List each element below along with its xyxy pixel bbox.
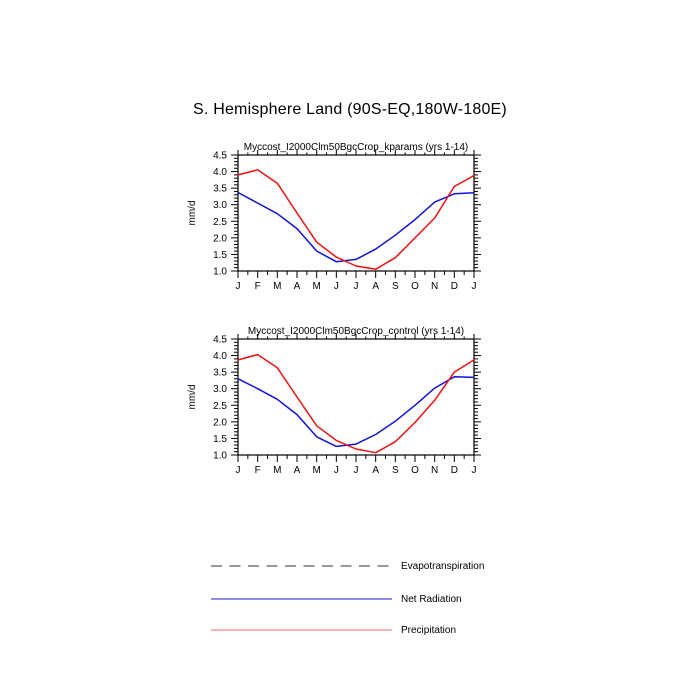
- x-tick-label: J: [472, 465, 477, 476]
- y-axis-label: mm/d: [187, 201, 198, 226]
- evapotranspiration-dashed-line-swatch: [211, 565, 392, 567]
- net-radiation-line-swatch: [211, 598, 392, 600]
- y-tick-label: 4.5: [213, 335, 227, 346]
- x-tick-label: S: [392, 465, 399, 476]
- series-line-net-radiation: [237, 376, 475, 448]
- y-tick-label: 2.5: [213, 401, 227, 412]
- series-line-precipitation: [237, 353, 475, 454]
- x-tick-label: D: [451, 465, 458, 476]
- x-tick-label: A: [294, 281, 301, 292]
- chart-title: Myccost_I2000Clm50BgcCrop_kparams (yrs 1…: [244, 142, 469, 153]
- chart-kparams: Myccost_I2000Clm50BgcCrop_kparams (yrs 1…: [187, 142, 481, 292]
- y-tick-label: 4.5: [213, 151, 227, 162]
- y-tick-label: 3.5: [213, 184, 227, 195]
- y-tick-label: 1.0: [213, 451, 227, 462]
- y-tick-label: 4.0: [213, 167, 227, 178]
- legend-label-evapotranspiration: Evapotranspiration: [401, 560, 485, 572]
- legend-item-evapotranspiration: Evapotranspiration: [211, 559, 484, 573]
- x-tick-label: S: [392, 281, 399, 292]
- x-tick-label: M: [312, 281, 320, 292]
- x-tick-label: F: [255, 465, 261, 476]
- x-tick-label: O: [411, 465, 419, 476]
- x-tick-label: M: [273, 465, 281, 476]
- x-tick-label: J: [236, 281, 241, 292]
- chart-title: Myccost_I2000Clm50BgcCrop_control (yrs 1…: [248, 326, 464, 337]
- figure-title: S. Hemisphere Land (90S-EQ,180W-180E): [193, 101, 507, 118]
- y-tick-label: 3.0: [213, 200, 227, 211]
- x-tick-label: J: [354, 281, 359, 292]
- y-tick-label: 4.0: [213, 351, 227, 362]
- x-tick-label: N: [431, 281, 438, 292]
- y-tick-label: 1.0: [213, 267, 227, 278]
- y-axis-label: mm/d: [187, 385, 198, 410]
- x-tick-label: J: [354, 465, 359, 476]
- series-line-precipitation: [237, 169, 475, 271]
- x-tick-label: M: [273, 281, 281, 292]
- x-tick-label: M: [312, 465, 320, 476]
- y-tick-label: 3.0: [213, 384, 227, 395]
- precipitation-line-swatch: [211, 629, 392, 631]
- x-tick-label: J: [334, 281, 339, 292]
- y-tick-label: 1.5: [213, 250, 227, 261]
- y-tick-label: 1.5: [213, 434, 227, 445]
- x-tick-label: F: [255, 281, 261, 292]
- y-tick-label: 3.5: [213, 368, 227, 379]
- y-tick-label: 2.0: [213, 417, 227, 428]
- legend-item-precipitation: Precipitation: [211, 623, 456, 637]
- x-tick-label: N: [431, 465, 438, 476]
- x-tick-label: A: [294, 465, 301, 476]
- x-tick-label: J: [334, 465, 339, 476]
- x-tick-label: J: [472, 281, 477, 292]
- x-tick-label: D: [451, 281, 458, 292]
- x-tick-label: A: [372, 281, 379, 292]
- y-tick-label: 2.5: [213, 217, 227, 228]
- x-tick-label: A: [372, 465, 379, 476]
- y-tick-label: 2.0: [213, 233, 227, 244]
- chart-control: Myccost_I2000Clm50BgcCrop_control (yrs 1…: [187, 326, 481, 476]
- legend-label-precipitation: Precipitation: [401, 624, 457, 636]
- legend-label-net-radiation: Net Radiation: [401, 593, 462, 605]
- x-tick-label: J: [236, 465, 241, 476]
- x-tick-label: O: [411, 281, 419, 292]
- series-line-net-radiation: [237, 191, 475, 263]
- legend-item-net-radiation: Net Radiation: [211, 592, 462, 606]
